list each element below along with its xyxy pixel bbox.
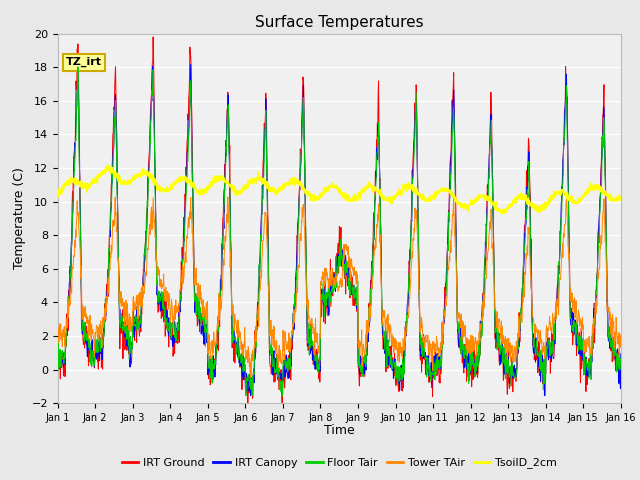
Text: TZ_irt: TZ_irt — [66, 57, 102, 67]
TsoilD_2cm — [498, 211, 506, 216]
Y-axis label: Temperature (C): Temperature (C) — [13, 168, 26, 269]
TsoilD_2cm — [617, 195, 625, 201]
Floor Tair — [501, 359, 509, 364]
Floor Tair — [551, 328, 559, 334]
Floor Tair — [428, 369, 435, 375]
TsoilD_2cm — [427, 195, 435, 201]
IRT Ground — [166, 326, 173, 332]
Floor Tair — [54, 367, 61, 373]
TsoilD_2cm — [501, 209, 509, 215]
IRT Ground — [617, 378, 625, 384]
Tower TAir — [179, 263, 187, 268]
TsoilD_2cm — [179, 176, 187, 181]
IRT Ground — [179, 242, 187, 248]
Line: TsoilD_2cm: TsoilD_2cm — [58, 166, 621, 214]
Tower TAir — [247, 375, 255, 381]
Floor Tair — [74, 64, 82, 70]
Tower TAir — [501, 337, 509, 343]
TsoilD_2cm — [243, 185, 250, 191]
Floor Tair — [617, 367, 625, 372]
IRT Canopy — [551, 324, 559, 330]
Tower TAir — [427, 350, 435, 356]
IRT Ground — [551, 321, 559, 326]
TsoilD_2cm — [54, 194, 61, 200]
Floor Tair — [179, 257, 187, 263]
IRT Ground — [501, 359, 509, 364]
Floor Tair — [166, 329, 173, 335]
Tower TAir — [551, 317, 559, 323]
IRT Canopy — [501, 359, 509, 364]
Line: IRT Canopy: IRT Canopy — [58, 64, 621, 396]
IRT Canopy — [187, 61, 195, 67]
Floor Tair — [278, 393, 286, 399]
IRT Ground — [244, 400, 252, 406]
IRT Ground — [428, 380, 435, 386]
IRT Canopy — [617, 351, 625, 357]
Line: IRT Ground: IRT Ground — [58, 37, 621, 403]
IRT Ground — [149, 34, 157, 40]
IRT Canopy — [243, 371, 250, 376]
TsoilD_2cm — [104, 163, 112, 168]
Floor Tair — [243, 384, 250, 389]
Tower TAir — [450, 192, 458, 197]
Title: Surface Temperatures: Surface Temperatures — [255, 15, 424, 30]
Legend: IRT Ground, IRT Canopy, Floor Tair, Tower TAir, TsoilD_2cm: IRT Ground, IRT Canopy, Floor Tair, Towe… — [117, 453, 561, 473]
Line: Floor Tair: Floor Tair — [58, 67, 621, 396]
Tower TAir — [242, 354, 250, 360]
TsoilD_2cm — [166, 185, 173, 191]
Tower TAir — [617, 342, 625, 348]
Tower TAir — [165, 293, 173, 299]
IRT Canopy — [428, 372, 435, 378]
IRT Canopy — [179, 255, 187, 261]
IRT Canopy — [246, 393, 254, 398]
Line: Tower TAir: Tower TAir — [58, 194, 621, 378]
IRT Ground — [243, 385, 250, 391]
Tower TAir — [54, 330, 61, 336]
IRT Ground — [54, 341, 61, 347]
IRT Canopy — [54, 347, 61, 353]
IRT Canopy — [165, 317, 173, 323]
TsoilD_2cm — [551, 192, 559, 198]
X-axis label: Time: Time — [324, 424, 355, 437]
